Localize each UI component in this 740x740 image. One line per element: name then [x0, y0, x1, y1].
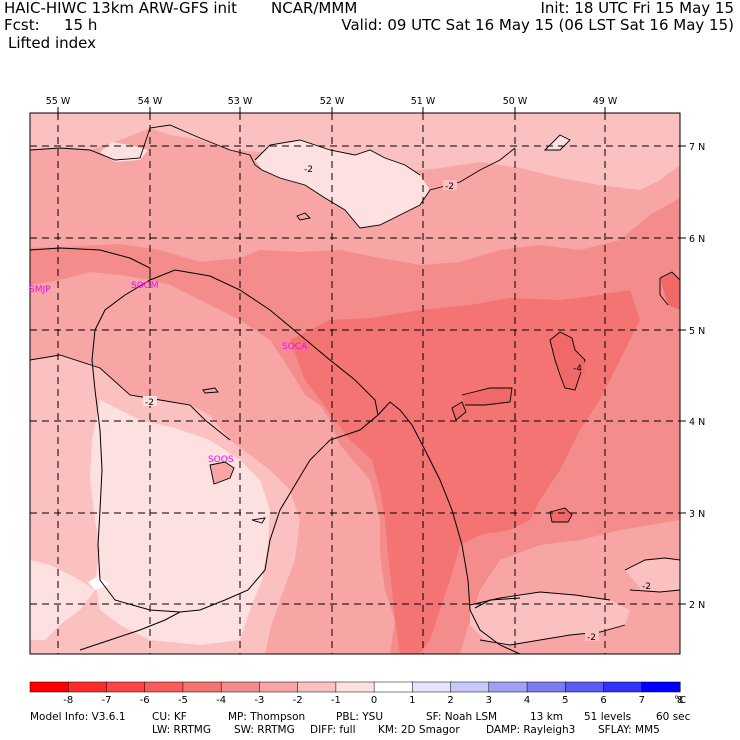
- colorbar-swatch: [526, 681, 566, 693]
- patch-minus4-e: [660, 272, 680, 310]
- contour-label: -4: [573, 364, 582, 374]
- valid-time: Valid: 09 UTC Sat 16 May 15 (06 LST Sat …: [341, 16, 734, 34]
- colorbar-swatch: [67, 681, 108, 693]
- colorbar-swatch: [412, 681, 452, 693]
- lat-label-6n: 6 N: [689, 234, 705, 245]
- colorbar-swatch: [144, 681, 184, 693]
- colorbar-swatch: [182, 681, 222, 693]
- colorbar-swatch: [335, 681, 375, 693]
- colorbar-tick-label: -6: [140, 695, 150, 706]
- colorbar-tick-label: -1: [331, 695, 341, 706]
- patch-sw-light: [30, 560, 95, 640]
- lon-label-52w: 52 W: [320, 96, 345, 107]
- patch-minus4-d: [550, 508, 572, 522]
- colorbar-swatch: [603, 681, 643, 693]
- contour-label: -2: [587, 633, 596, 643]
- model-info-timestep: 60 sec: [656, 711, 691, 723]
- colorbar-tick-label: 3: [486, 695, 492, 706]
- model-info-damp: DAMP: Rayleigh3: [486, 724, 576, 736]
- forecast-hour: 15 h: [64, 16, 98, 34]
- colorbar-swatch: [106, 681, 146, 693]
- shaded-field: [30, 113, 680, 654]
- org-label: NCAR/MMM: [271, 0, 358, 17]
- patch-nw: [100, 142, 148, 162]
- contour-label: -2: [145, 398, 154, 408]
- patch-north: [255, 140, 430, 228]
- colorbar-swatch: [450, 681, 490, 693]
- lat-label-4n: 4 N: [689, 417, 705, 428]
- patch-se-light: [625, 558, 680, 592]
- colorbar-tick-label: 2: [447, 695, 453, 706]
- colorbar-tick-label: -8: [63, 695, 73, 706]
- model-info-lw: LW: RRTMG: [152, 724, 211, 736]
- colorbar-tick-label: 4: [524, 695, 530, 706]
- model-info-km: KM: 2D Smagor: [378, 724, 460, 736]
- lon-label-55w: 55 W: [46, 96, 71, 107]
- colorbar-tick-label: 1: [409, 695, 415, 706]
- lon-label-51w: 51 W: [411, 96, 436, 107]
- colorbar-swatch: [29, 681, 69, 693]
- init-time: Init: 18 UTC Fri 15 May 15: [540, 0, 734, 17]
- model-info-mp: MP: Thompson: [228, 711, 306, 723]
- colorbar-tick-label: -7: [101, 695, 111, 706]
- colorbar-swatch: [488, 681, 528, 693]
- patch-minus4-b: [452, 402, 466, 420]
- lon-label-53w: 53 W: [228, 96, 253, 107]
- station-label-sogm: SOGM: [131, 281, 159, 291]
- lon-label-49w: 49 W: [593, 96, 618, 107]
- station-label-soca: SOCA: [282, 342, 308, 352]
- lat-label-2n: 2 N: [689, 600, 705, 611]
- model-info-levels: 51 levels: [584, 711, 632, 723]
- colorbar-swatch: [259, 681, 299, 693]
- model-info-resolution: 13 km: [530, 711, 564, 723]
- boundary-lines: [30, 247, 521, 654]
- contour-label: -2: [445, 182, 454, 192]
- frame-ticks: [57, 107, 686, 605]
- colorbar-tick-label: 0: [371, 695, 377, 706]
- forecast-label: Fcst:: [4, 16, 40, 34]
- lat-label-5n: 5 N: [689, 326, 705, 337]
- colorbar-tick-label: 7: [639, 695, 645, 706]
- map-frame: [29, 112, 681, 655]
- colorbar: [29, 681, 681, 693]
- model-info-sf: SF: Noah LSM: [426, 711, 498, 723]
- colorbar-tick-label: 5: [562, 695, 568, 706]
- model-info-sw: SW: RRTMG: [234, 724, 295, 736]
- patch-minus4-a: [550, 332, 585, 390]
- colorbar-tick-label: -2: [293, 695, 303, 706]
- colorbar-tick-label: -5: [178, 695, 188, 706]
- model-info-diff: DIFF: full: [310, 724, 356, 736]
- colorbar-tick-label: 8: [677, 695, 683, 706]
- contour-label: -2: [642, 582, 651, 592]
- contour-label: -2: [304, 165, 313, 175]
- model-info-pbl: PBL: YSU: [336, 711, 384, 723]
- colorbar-tick-label: -3: [254, 695, 264, 706]
- lat-label-7n: 7 N: [689, 142, 705, 153]
- colorbar-swatch: [220, 681, 260, 693]
- colorbar-swatch: [641, 681, 681, 693]
- latlon-grid: [30, 113, 680, 654]
- colorbar-swatch: [373, 681, 413, 693]
- colorbar-swatch: [565, 681, 605, 693]
- lon-label-50w: 50 W: [503, 96, 528, 107]
- lat-label-3n: 3 N: [689, 509, 705, 520]
- colorbar-tick-label: 6: [600, 695, 606, 706]
- model-title: HAIC-HIWC 13km ARW-GFS init: [4, 0, 238, 17]
- model-info-version: Model Info: V3.6.1: [30, 711, 126, 723]
- colorbar-unit: °C: [674, 695, 686, 706]
- colorbar-tick-labels: -8 -7 -6 -5 -4 -3 -2 -1 0 1 2 3 4 5 6 7 8: [63, 695, 683, 706]
- model-info-cu: CU: KF: [152, 711, 187, 723]
- station-label-smjp: SMJP: [29, 285, 51, 295]
- patch-white-sw: [88, 576, 110, 590]
- station-label-soos: SOOS: [208, 455, 234, 465]
- colorbar-swatch: [297, 681, 337, 693]
- colorbar-tick-label: -4: [216, 695, 226, 706]
- field-name: Lifted index: [8, 34, 96, 52]
- model-info-sflay: SFLAY: MM5: [598, 724, 660, 736]
- lon-label-54w: 54 W: [138, 96, 163, 107]
